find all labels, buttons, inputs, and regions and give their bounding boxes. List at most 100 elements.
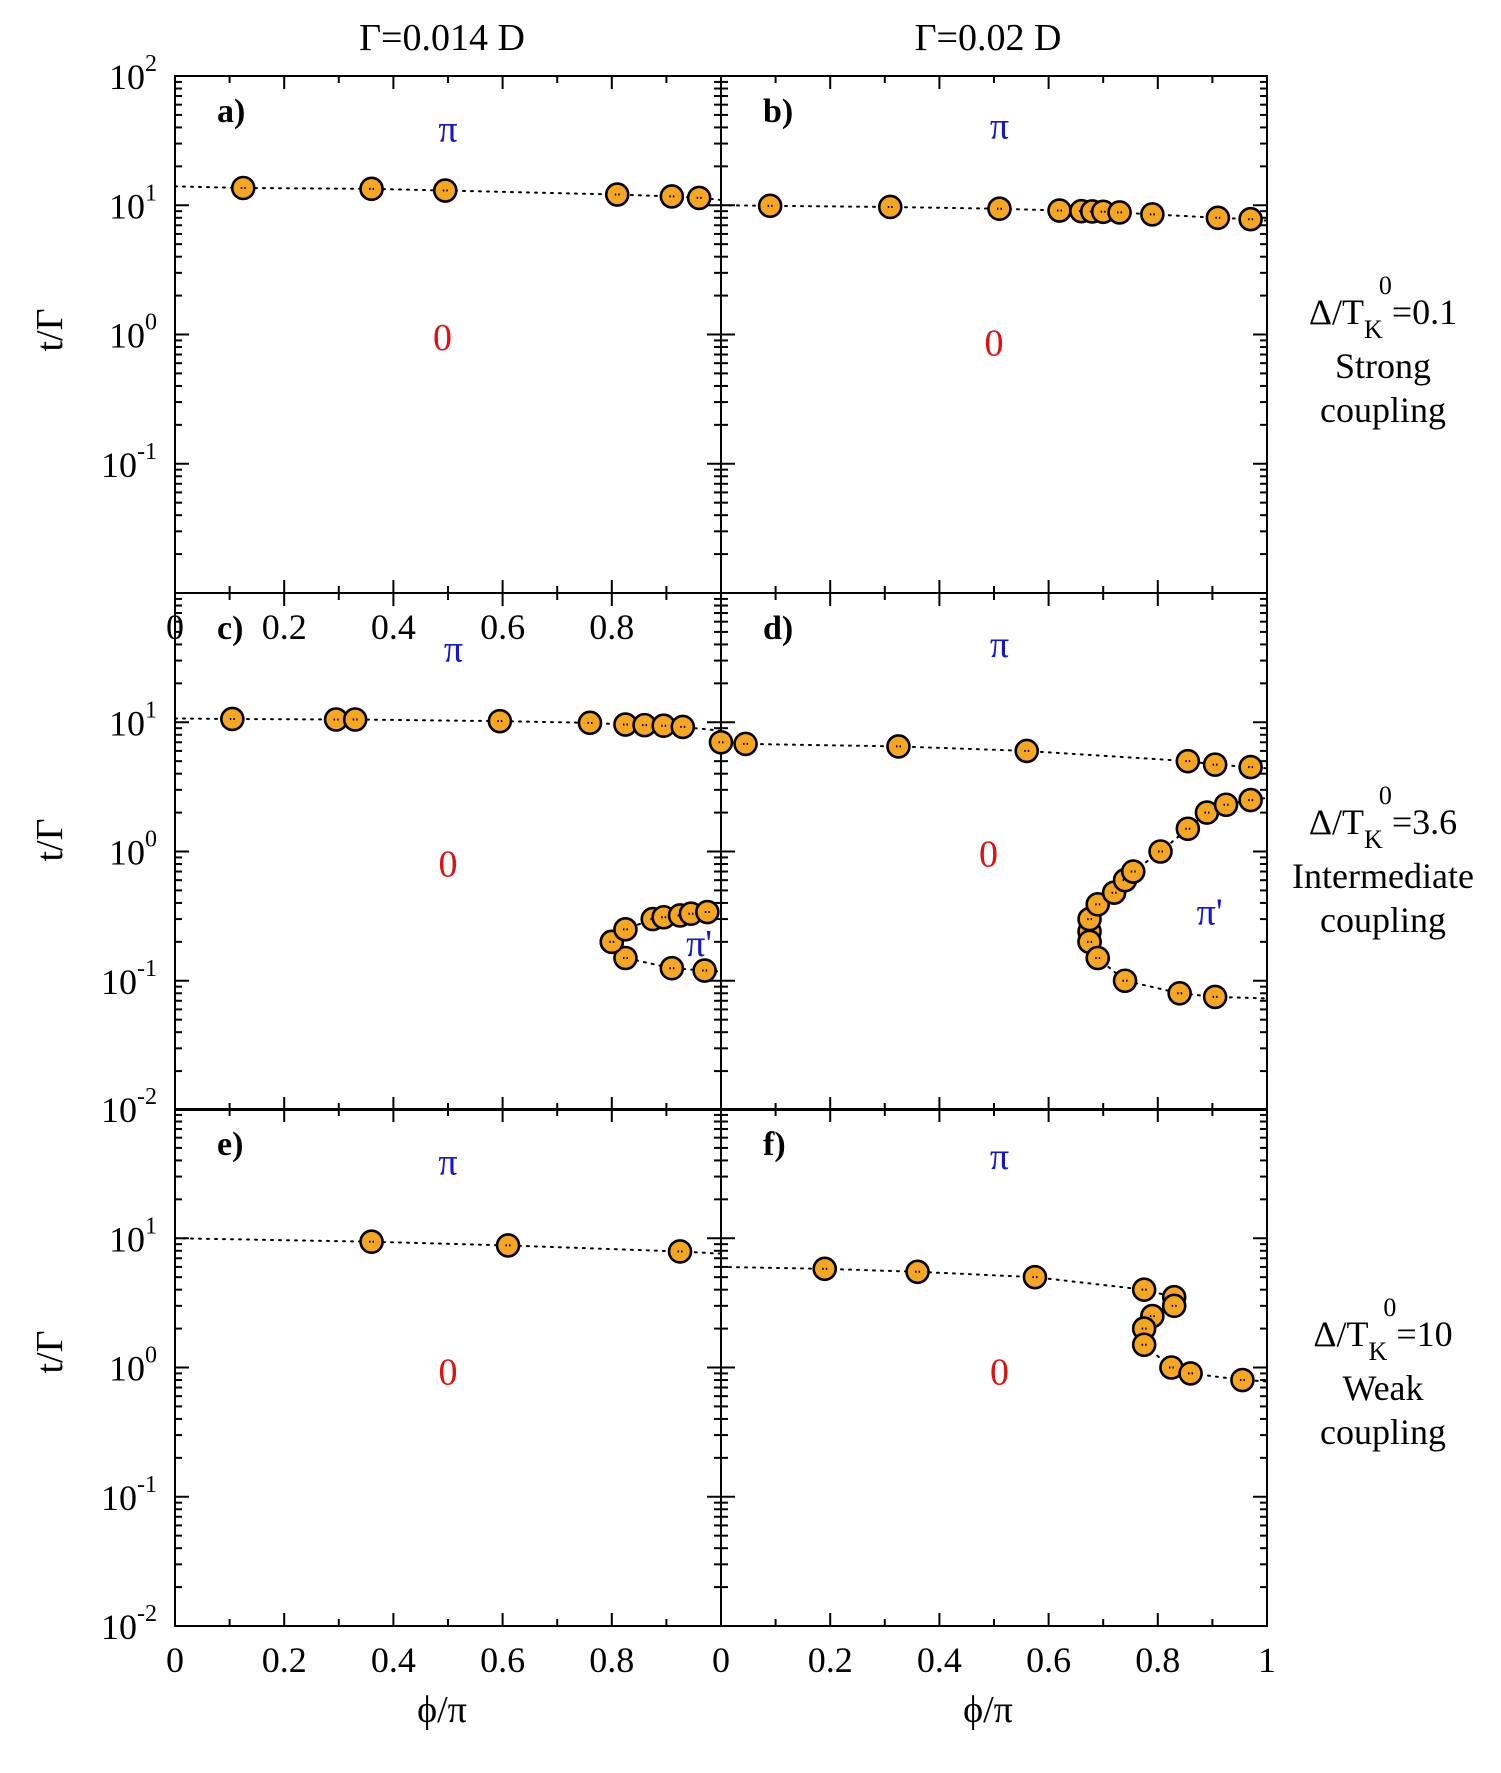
zero-phase-label: 0 xyxy=(439,1351,458,1393)
y-tick-label: 101 xyxy=(109,697,157,743)
x-tick-label: 0 xyxy=(166,1640,184,1680)
y-tick-label: 10-2 xyxy=(101,1601,157,1647)
data-point xyxy=(1230,1367,1255,1393)
data-point xyxy=(1205,205,1231,231)
data-point xyxy=(1238,787,1263,813)
row-desc-line1: Weak xyxy=(1342,1368,1423,1408)
data-point xyxy=(1238,754,1263,780)
series-0 xyxy=(721,1256,1267,1393)
data-point xyxy=(695,899,720,925)
y-tick-exponent: -1 xyxy=(137,956,157,982)
data-point xyxy=(877,194,903,220)
data-point xyxy=(659,184,685,209)
column-title-right: Γ=0.02 D xyxy=(915,17,1062,59)
y-axis-label-row3: t/Γ xyxy=(29,1330,71,1373)
data-point xyxy=(686,185,712,211)
data-point xyxy=(487,708,513,734)
data-point xyxy=(987,196,1012,222)
data-point xyxy=(708,729,734,755)
x-tick-label: 0.4 xyxy=(371,607,416,647)
series-0 xyxy=(175,706,721,740)
data-point xyxy=(1047,198,1072,223)
zero-phase-label: 0 xyxy=(990,1351,1009,1393)
data-point xyxy=(1085,945,1111,971)
panel-label: d) xyxy=(763,610,793,647)
row-param-sub: K xyxy=(1364,315,1383,344)
pi-phase-label: π xyxy=(990,106,1009,148)
y-tick-label: 10-1 xyxy=(101,439,157,485)
pi-phase-label: π xyxy=(444,628,463,670)
x-tick-label: 0.6 xyxy=(480,607,525,647)
series-line xyxy=(721,1265,1267,1383)
pi-phase-label: π xyxy=(438,108,457,150)
y-tick-label: 10-2 xyxy=(101,1084,157,1130)
row-param: Δ/TK 0=10 xyxy=(1313,1293,1452,1366)
y-tick-exponent: -2 xyxy=(137,1084,157,1110)
x-tick-label: 0.4 xyxy=(917,1640,962,1680)
ticks xyxy=(174,592,722,1111)
row-param: Δ/TK 0=3.6 xyxy=(1309,781,1457,854)
row-desc-line2: coupling xyxy=(1320,900,1446,940)
row-param-main: Δ/T xyxy=(1313,1314,1368,1354)
panel-a: 102 101 100 10-1 0 0.2 0.4 0.6 0.8 a) π 0 xyxy=(101,51,722,647)
data-point xyxy=(604,182,630,207)
data-point xyxy=(1202,752,1228,777)
panel-label: f) xyxy=(763,1126,786,1163)
row-desc-line1: Strong xyxy=(1335,346,1431,386)
y-tick-label: 100 xyxy=(109,1343,157,1389)
data-point xyxy=(1148,839,1173,864)
row-desc-line2: coupling xyxy=(1320,1412,1446,1452)
row-desc-line1: Intermediate xyxy=(1292,856,1474,896)
data-point xyxy=(577,710,603,736)
data-point xyxy=(886,734,911,759)
data-point xyxy=(1175,748,1201,774)
y-tick-exponent: 0 xyxy=(145,310,157,336)
row-param-sup: 0 xyxy=(1379,271,1392,300)
data-point xyxy=(905,1259,930,1285)
series-line xyxy=(721,741,1267,770)
panel-label: b) xyxy=(763,93,793,130)
x-tick-label: 1 xyxy=(1258,1640,1276,1680)
panel-label: c) xyxy=(217,610,243,647)
y-tick-exponent: 1 xyxy=(145,1213,157,1239)
x-axis-label-left: ϕ/π xyxy=(417,1689,467,1731)
pi-phase-label: π xyxy=(990,624,1009,666)
zero-phase-label: 0 xyxy=(985,323,1004,365)
series-1 xyxy=(1077,787,1267,955)
y-tick-label: 102 xyxy=(109,51,157,97)
row-param-main: Δ/T xyxy=(1309,292,1364,332)
y-tick-label: 10-1 xyxy=(101,956,157,1002)
data-point xyxy=(1202,984,1228,1010)
data-point xyxy=(1112,968,1138,994)
data-point xyxy=(1238,206,1263,232)
x-tick-label: 0.2 xyxy=(808,1640,853,1680)
y-tick-label: 10-1 xyxy=(101,1472,157,1518)
data-point xyxy=(1140,202,1165,227)
y-tick-label: 101 xyxy=(109,1213,157,1259)
pi-phase-label: π xyxy=(990,1136,1009,1178)
data-point xyxy=(692,958,717,983)
data-point xyxy=(495,1233,521,1258)
data-point xyxy=(757,193,783,219)
row-param-sup: 0 xyxy=(1379,781,1392,810)
x-tick-label: 0.6 xyxy=(1026,1640,1071,1680)
x-axis-label-right: ϕ/π xyxy=(963,1689,1013,1731)
data-point xyxy=(432,178,458,203)
row-param-sub: K xyxy=(1364,825,1383,854)
data-point xyxy=(1120,859,1146,884)
series-2 xyxy=(599,899,720,955)
ticks xyxy=(174,1108,722,1627)
panel-f: 0 0.2 0.4 0.6 0.8 1 f) π 0 xyxy=(712,1108,1276,1680)
y-axis-label-row1: t/Γ xyxy=(29,308,71,351)
zero-phase-label: 0 xyxy=(433,317,452,359)
x-tick-label: 0.6 xyxy=(480,1640,525,1680)
row-labels: Δ/TK0=0.1StrongcouplingΔ/TK0=3.6Intermed… xyxy=(1292,271,1474,1452)
y-tick-exponent: -1 xyxy=(137,1472,157,1498)
x-tick-label: 0.2 xyxy=(262,607,307,647)
panel-label: e) xyxy=(217,1126,243,1163)
data-point xyxy=(359,1229,384,1255)
x-tick-label: 0.8 xyxy=(1135,1640,1180,1680)
